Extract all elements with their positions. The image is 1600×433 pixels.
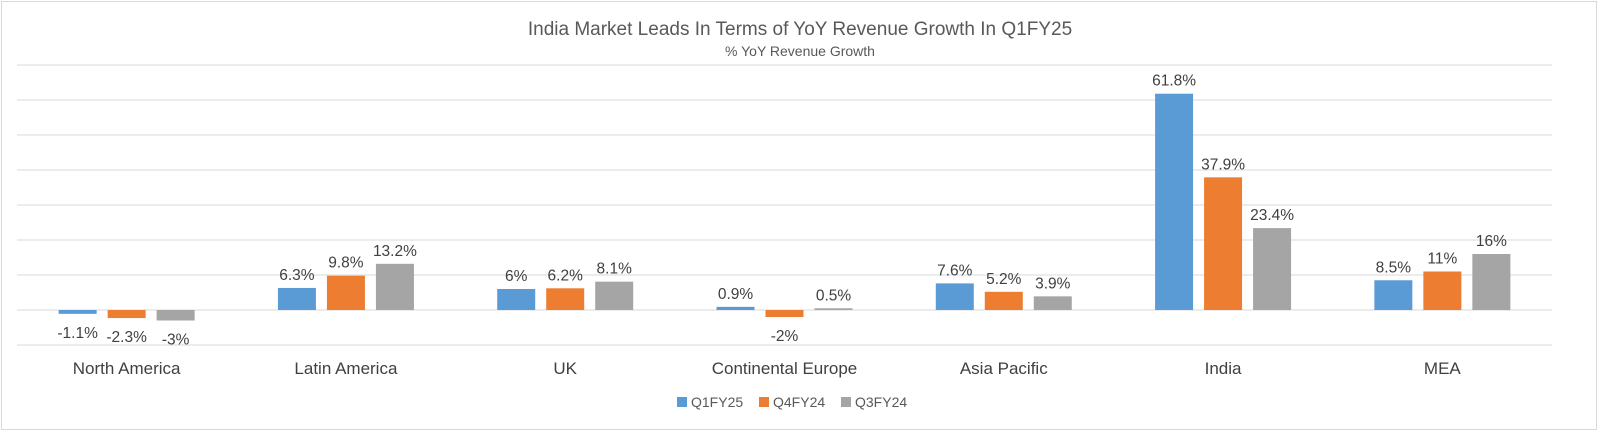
bar-q4fy24-3: [765, 310, 804, 317]
legend-swatch: [677, 397, 687, 407]
data-label: 8.1%: [597, 261, 633, 278]
legend-swatch: [759, 397, 769, 407]
bars: [58, 93, 1511, 321]
gridlines: [17, 64, 1552, 346]
data-labels: -1.1% -2.3% -3% 6.3% 9.8% 13.2% 6% 6.2% 8.1% 0.9%…: [57, 73, 1507, 349]
legend-label: Q4FY24: [773, 394, 825, 410]
data-label: 0.5%: [816, 287, 852, 304]
bar-q1fy25-6: [1374, 280, 1413, 310]
chart-title: India Market Leads In Terms of YoY Reven…: [528, 19, 1072, 40]
data-label: 6%: [505, 268, 528, 285]
bar-q1fy25-5: [1155, 93, 1194, 310]
data-label: 16%: [1476, 233, 1507, 250]
bar-q3fy24-6: [1472, 254, 1511, 310]
data-label: 5.2%: [986, 271, 1022, 288]
data-label: -2.3%: [106, 329, 147, 346]
data-label: 13.2%: [373, 243, 417, 260]
bar-q1fy25-1: [277, 287, 316, 310]
data-label: -2%: [771, 328, 799, 345]
data-label: 0.9%: [718, 286, 754, 303]
bar-q4fy24-4: [984, 291, 1023, 310]
category-label: Latin America: [294, 359, 398, 378]
legend-item-q1fy25: Q1FY25: [677, 394, 743, 410]
data-label: 8.5%: [1376, 259, 1412, 276]
bar-q3fy24-1: [375, 263, 414, 310]
data-label: 6.3%: [279, 267, 315, 284]
category-label: Asia Pacific: [960, 359, 1048, 378]
bar-q3fy24-0: [156, 310, 195, 321]
bar-q4fy24-2: [546, 288, 585, 310]
bar-q1fy25-3: [716, 306, 755, 310]
category-label: India: [1205, 359, 1242, 378]
data-label: 23.4%: [1250, 207, 1294, 224]
data-label: 7.6%: [937, 262, 973, 279]
category-label: MEA: [1424, 359, 1462, 378]
category-label: North America: [73, 359, 181, 378]
category-label: Continental Europe: [712, 359, 858, 378]
bar-q4fy24-0: [107, 310, 146, 319]
legend-item-q4fy24: Q4FY24: [759, 394, 825, 410]
bar-q4fy24-1: [326, 275, 365, 310]
chart-subtitle: % YoY Revenue Growth: [725, 43, 875, 59]
data-label: 6.2%: [548, 267, 584, 284]
bar-q1fy25-2: [497, 289, 536, 310]
legend: Q1FY25 Q4FY24 Q3FY24: [677, 394, 907, 410]
data-label: 3.9%: [1035, 275, 1071, 292]
legend-label: Q3FY24: [855, 394, 907, 410]
bar-q3fy24-3: [814, 308, 853, 310]
legend-item-q3fy24: Q3FY24: [841, 394, 907, 410]
data-label: -1.1%: [57, 325, 98, 342]
data-label: -3%: [162, 332, 190, 349]
bar-q1fy25-4: [935, 283, 974, 310]
bar-q3fy24-5: [1253, 228, 1292, 310]
bar-q3fy24-4: [1033, 296, 1072, 310]
data-label: 11%: [1427, 251, 1457, 268]
data-label: 9.8%: [328, 255, 364, 272]
legend-swatch: [841, 397, 851, 407]
bar-q3fy24-2: [595, 281, 634, 310]
category-label: UK: [553, 359, 577, 378]
legend-label: Q1FY25: [691, 394, 743, 410]
category-labels: North America Latin America UK Continental …: [73, 359, 1462, 378]
bar-q4fy24-5: [1204, 177, 1243, 310]
bar-q4fy24-6: [1423, 271, 1462, 310]
data-label: 37.9%: [1201, 156, 1245, 173]
data-label: 61.8%: [1152, 73, 1196, 90]
bar-q1fy25-0: [58, 310, 97, 314]
